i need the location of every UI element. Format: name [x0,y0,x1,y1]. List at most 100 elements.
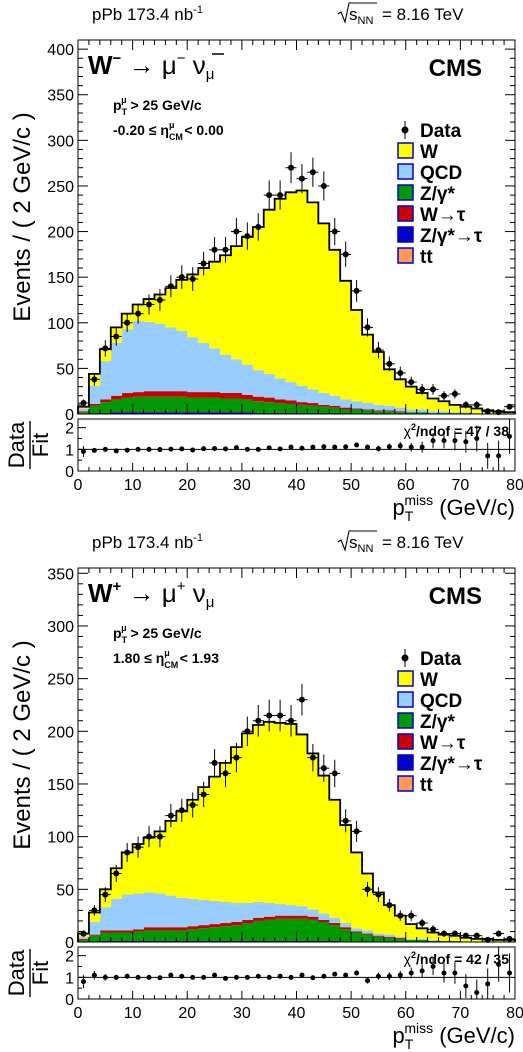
bar-z [427,940,439,942]
bar-w [438,934,450,941]
chi2-label: χ2/ndof = 42 / 35 [404,950,510,967]
data-point [309,754,316,761]
data-point [430,926,437,933]
bar-w [198,787,210,900]
bar-w [405,924,418,939]
data-point [211,759,218,766]
bar-z [318,940,330,942]
legend-data-marker [401,654,409,662]
data-point [430,386,437,393]
data-point [506,935,513,942]
bar-qcd [198,342,210,393]
bar-w [372,410,385,412]
bar-w [427,398,439,412]
bar-qcd [209,900,221,925]
bar-qcd [318,913,330,920]
x-axis-label: pTmiss (GeV/c) [393,1020,516,1052]
bar-z [209,412,221,414]
bar-qcd [416,409,428,413]
data-point [353,287,360,294]
bar-w [329,405,341,408]
bar-w [78,406,90,409]
ratio-point [496,453,502,459]
legend-label: Z/γ*→τ [420,226,483,247]
bar-z [438,940,450,942]
bar-z [220,412,232,414]
bar-w [176,927,188,931]
bar-w [296,190,308,386]
bar-qcd [296,385,308,403]
data-point [320,182,327,189]
ratio-point [343,972,349,978]
bar-qcd [394,407,407,412]
stack-qcd [78,892,439,941]
data-point [408,379,415,386]
bar-z [241,923,254,941]
y-tick-label: 350 [47,566,74,583]
bar-qcd [230,903,243,922]
ratio-point [474,990,480,995]
bar-z [110,932,123,941]
bar-z [121,397,134,413]
bar-w [252,917,265,921]
bar-z [110,940,123,942]
bar-z [143,940,155,942]
bar-w [165,391,177,397]
data-point [331,770,338,777]
bar-qcd [110,898,123,931]
ratio-point [168,972,174,978]
bar-z [78,412,90,414]
bar-w [241,733,254,904]
x-tick-label: 40 [288,477,306,494]
bar-z [230,398,243,413]
ratio-y-tick-label: 2 [65,421,74,438]
bar-qcd [329,395,341,406]
data-point [167,283,174,290]
ratio-point [419,444,425,450]
x-tick-label: 10 [124,1005,142,1022]
process-title: W− → μ− νμ [88,50,214,83]
bar-z [143,396,155,413]
bar-z [296,918,308,941]
bar-w [78,411,90,413]
data-point [473,401,480,408]
ratio-point [157,447,163,453]
ratio-point [277,973,283,979]
bar-w [329,923,341,926]
ratio-y-label: Data Fit [4,949,53,997]
legend-swatch [397,712,414,729]
data-point [375,347,382,354]
bar-w [449,935,461,941]
ratio-point [441,438,447,444]
ratio-point [310,444,316,450]
y-tick-label: 150 [47,270,74,287]
bar-z [241,399,254,413]
bar-z [154,412,166,414]
bar-w [99,930,112,933]
legend-entry: QCD [397,163,462,184]
y-tick-label: 250 [47,672,74,689]
data-point [124,319,131,326]
data-point [255,224,262,230]
bar-z [318,406,330,414]
bar-z [362,934,374,942]
bar-qcd [176,330,188,392]
data-point [178,274,185,281]
bar-w [220,762,232,902]
bar-w [143,927,155,931]
y-tick-label: 50 [56,361,74,378]
bar-qcd [405,409,418,413]
y-tick-label: 0 [65,935,74,952]
bar-w [209,392,221,398]
bar-w [285,915,297,919]
x-tick-label: 30 [233,1005,251,1022]
bar-z [198,412,210,414]
ratio-point [299,972,305,978]
bar-z [241,940,254,942]
ratio-point [102,974,108,980]
data-point [233,754,240,761]
bar-w [318,919,330,922]
bar-z [220,398,232,413]
header-energy: = 8.16 TeV [382,533,464,552]
legend-swatch [397,247,414,264]
